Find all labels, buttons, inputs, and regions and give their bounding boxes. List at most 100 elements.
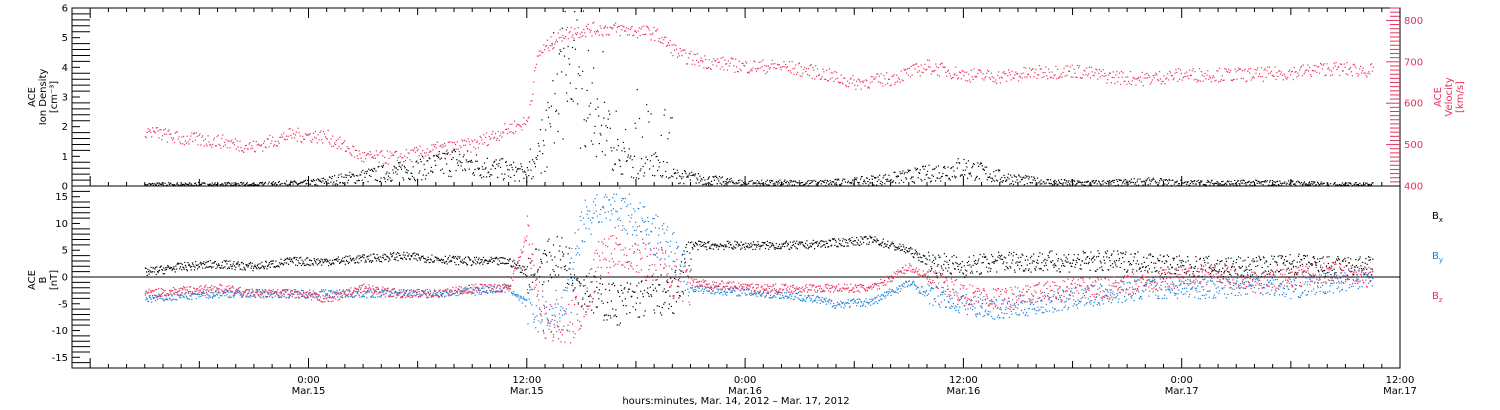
density-point <box>575 87 577 90</box>
density-point <box>1350 183 1352 185</box>
bx-point <box>1271 255 1273 257</box>
velocity-point <box>1083 69 1085 71</box>
bx-point <box>689 252 691 254</box>
density-point <box>442 152 444 154</box>
density-point <box>836 179 838 181</box>
density-point <box>842 178 844 180</box>
velocity-point <box>868 87 870 89</box>
bx-point <box>891 243 893 245</box>
bx-point <box>237 263 239 265</box>
velocity-point <box>167 130 169 132</box>
density-point <box>1279 182 1282 184</box>
bx-point <box>1245 266 1247 268</box>
bx-point <box>856 241 858 244</box>
density-point <box>260 182 262 184</box>
density-point <box>651 155 653 157</box>
velocity-point <box>869 82 871 84</box>
density-point <box>440 169 442 171</box>
density-point <box>181 184 184 186</box>
bx-point <box>882 241 884 243</box>
bx-point <box>975 259 977 261</box>
velocity-point <box>532 93 534 95</box>
velocity-point <box>393 154 395 156</box>
density-axis-label: ACEIon Density[cm⁻³] <box>27 69 60 126</box>
bx-point <box>734 240 736 242</box>
velocity-point <box>432 149 434 151</box>
density-point <box>780 184 782 186</box>
density-point <box>508 169 510 171</box>
bx-point <box>463 261 465 263</box>
bx-point <box>1053 266 1055 268</box>
density-point <box>1341 184 1343 186</box>
velocity-point <box>849 78 851 80</box>
density-point <box>195 182 197 184</box>
bx-point <box>660 274 662 276</box>
velocity-point <box>971 76 973 78</box>
bx-point <box>842 240 844 242</box>
bx-point <box>1241 265 1243 267</box>
bx-point <box>965 274 967 276</box>
bx-point <box>817 244 819 246</box>
velocity-point <box>153 131 156 133</box>
density-point <box>257 184 259 186</box>
bx-point <box>823 241 825 243</box>
velocity-point <box>596 30 598 32</box>
bx-point <box>171 269 173 271</box>
density-point <box>701 179 703 181</box>
velocity-point <box>194 139 196 141</box>
density-point <box>841 180 844 182</box>
bx-point <box>927 251 930 253</box>
density-point <box>1211 179 1213 181</box>
velocity-point <box>467 138 469 140</box>
density-point <box>328 176 331 178</box>
velocity-point <box>605 34 608 36</box>
bx-point <box>740 241 742 243</box>
velocity-point <box>856 80 858 82</box>
velocity-point <box>296 140 298 142</box>
bx-point <box>1141 266 1144 268</box>
bx-point <box>1113 250 1115 252</box>
bx-point <box>391 256 393 258</box>
bx-point <box>172 267 174 269</box>
bx-point <box>284 262 286 264</box>
velocity-point <box>1128 80 1130 82</box>
density-point <box>1224 183 1226 185</box>
bx-point <box>1284 264 1286 266</box>
bx-point <box>813 242 815 245</box>
density-point <box>542 153 544 155</box>
bx-point <box>750 246 753 248</box>
bx-point <box>395 259 397 261</box>
bx-point <box>843 245 845 247</box>
velocity-point <box>435 147 437 149</box>
density-point <box>221 183 224 185</box>
velocity-point <box>736 70 739 72</box>
bx-point <box>584 303 586 305</box>
density-point <box>379 180 381 182</box>
bx-point <box>496 257 498 259</box>
density-point <box>832 181 834 183</box>
bx-point <box>851 236 853 238</box>
density-point <box>216 184 218 186</box>
velocity-point <box>317 134 319 136</box>
velocity-point <box>196 135 198 138</box>
bx-point <box>1297 272 1299 274</box>
density-point <box>652 165 654 167</box>
velocity-point <box>998 71 1000 73</box>
bx-point <box>249 262 251 264</box>
density-point <box>1140 181 1143 183</box>
velocity-point <box>189 138 191 141</box>
density-point <box>841 182 843 185</box>
bx-point <box>279 262 281 264</box>
bx-point <box>1070 265 1072 267</box>
velocity-point <box>1364 72 1366 74</box>
velocity-point <box>1340 63 1342 65</box>
density-point <box>700 180 702 182</box>
bx-point <box>1225 258 1227 260</box>
density-point <box>1031 176 1033 178</box>
bx-point <box>691 247 693 249</box>
velocity-point <box>929 66 931 68</box>
bx-point <box>833 238 835 240</box>
density-point <box>758 181 760 183</box>
density-point <box>557 130 559 133</box>
